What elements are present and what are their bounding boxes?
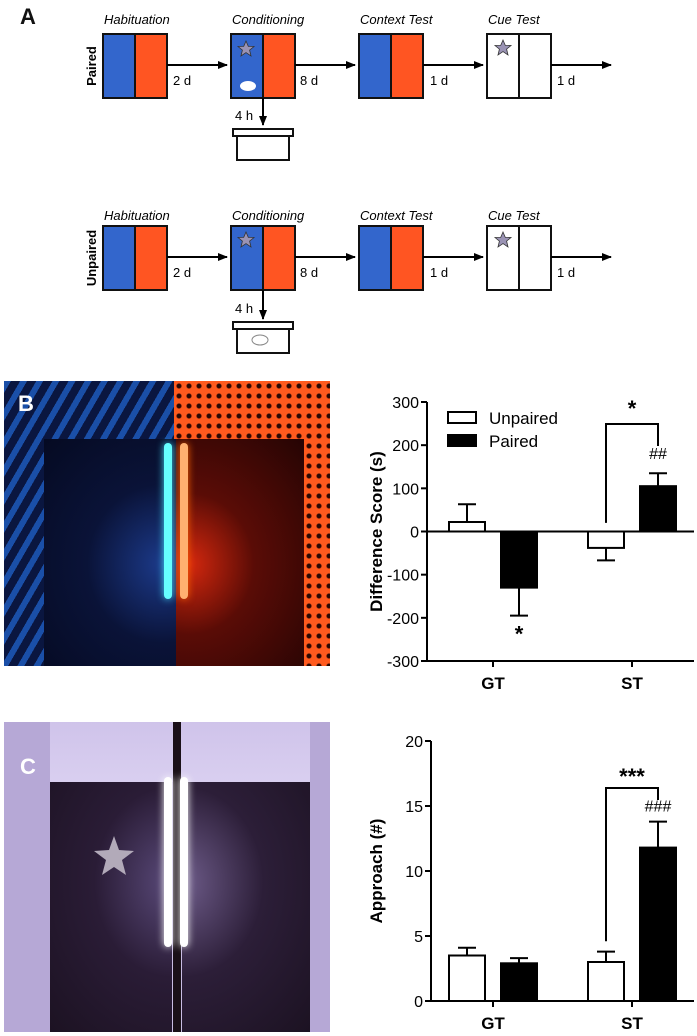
- interval-label: 8 d: [300, 73, 318, 88]
- y-tick-label: -200: [387, 611, 419, 628]
- significance-marker: ###: [645, 799, 672, 816]
- home-cage-lid: [232, 321, 294, 330]
- panel-c-label: C: [20, 754, 36, 779]
- stage-label: Conditioning: [232, 12, 305, 27]
- unpaired-row: Unpaired Habituation Conditioning Contex…: [84, 208, 612, 354]
- difference-score-chart: Difference Score (s) 300 200 100 0 -100 -200 -3…: [367, 395, 694, 690]
- legend-label: Unpaired: [489, 409, 558, 428]
- panel-b-label: B: [18, 391, 34, 416]
- interval-label: 1 d: [557, 265, 575, 280]
- y-tick-label: -300: [387, 654, 419, 671]
- comparison-bracket: [605, 787, 659, 942]
- panel-a-label: A: [20, 4, 36, 29]
- legend-label: Paired: [489, 432, 538, 451]
- context-chamber-photo: B: [4, 381, 330, 666]
- y-axis-label: Difference Score (s): [367, 451, 386, 612]
- y-tick-label: 200: [392, 438, 419, 455]
- bar-paired: [639, 846, 677, 1002]
- bar-unpaired: [587, 530, 625, 549]
- bar-paired: [500, 962, 538, 1002]
- unpaired-group-label: Unpaired: [84, 230, 99, 286]
- star-cue-icon: [94, 836, 134, 875]
- bar-paired: [500, 530, 538, 589]
- significance-marker: *: [515, 622, 524, 647]
- stage-label: Context Test: [360, 12, 434, 27]
- y-tick-label: 10: [405, 864, 423, 881]
- stage-label: Conditioning: [232, 208, 305, 223]
- x-category-label: GT: [481, 674, 505, 690]
- y-tick-label: -100: [387, 568, 419, 585]
- delay-label: 4 h: [235, 301, 253, 316]
- legend-swatch-paired: [447, 434, 477, 447]
- paired-row: Paired Habituation Conditioning Context …: [84, 12, 612, 161]
- y-tick-label: 20: [405, 734, 423, 751]
- bar-paired: [639, 485, 677, 533]
- interval-label: 1 d: [430, 73, 448, 88]
- paired-group-label: Paired: [84, 46, 99, 86]
- y-tick-label: 15: [405, 799, 423, 816]
- stage-label: Habituation: [104, 12, 170, 27]
- y-tick-label: 5: [414, 929, 423, 946]
- x-category-label: ST: [621, 674, 643, 690]
- interval-label: 1 d: [430, 265, 448, 280]
- protocol-diagram: Paired Habituation Conditioning Context …: [84, 12, 612, 354]
- approach-chart: Approach (#) 20 15 10 5 0 GT ST ###***: [367, 734, 694, 1033]
- stage-label: Cue Test: [488, 208, 541, 223]
- significance-marker: ***: [619, 764, 645, 789]
- cue-chamber-photo: C: [4, 722, 330, 1032]
- significance-marker: ##: [649, 446, 667, 463]
- interval-label: 2 d: [173, 265, 191, 280]
- y-axis-label: Approach (#): [367, 819, 386, 924]
- comparison-bracket: [605, 423, 659, 523]
- bar-unpaired: [587, 961, 625, 1002]
- mouse-icon: [251, 334, 269, 346]
- mouse-icon: [240, 81, 256, 91]
- y-tick-label: 0: [410, 525, 419, 542]
- stage-label: Cue Test: [488, 12, 541, 27]
- significance-marker: *: [628, 396, 637, 421]
- delay-label: 4 h: [235, 108, 253, 123]
- legend-swatch-unpaired: [447, 411, 477, 424]
- stage-label: Context Test: [360, 208, 434, 223]
- x-category-label: ST: [621, 1014, 643, 1033]
- interval-label: 8 d: [300, 265, 318, 280]
- home-cage-lid: [232, 128, 294, 137]
- y-tick-label: 300: [392, 395, 419, 412]
- stage-label: Habituation: [104, 208, 170, 223]
- y-tick-label: 0: [414, 994, 423, 1011]
- interval-label: 1 d: [557, 73, 575, 88]
- y-tick-label: 100: [392, 481, 419, 498]
- home-cage: [236, 135, 290, 161]
- interval-label: 2 d: [173, 73, 191, 88]
- x-category-label: GT: [481, 1014, 505, 1033]
- bar-unpaired: [448, 521, 486, 533]
- bar-unpaired: [448, 954, 486, 1002]
